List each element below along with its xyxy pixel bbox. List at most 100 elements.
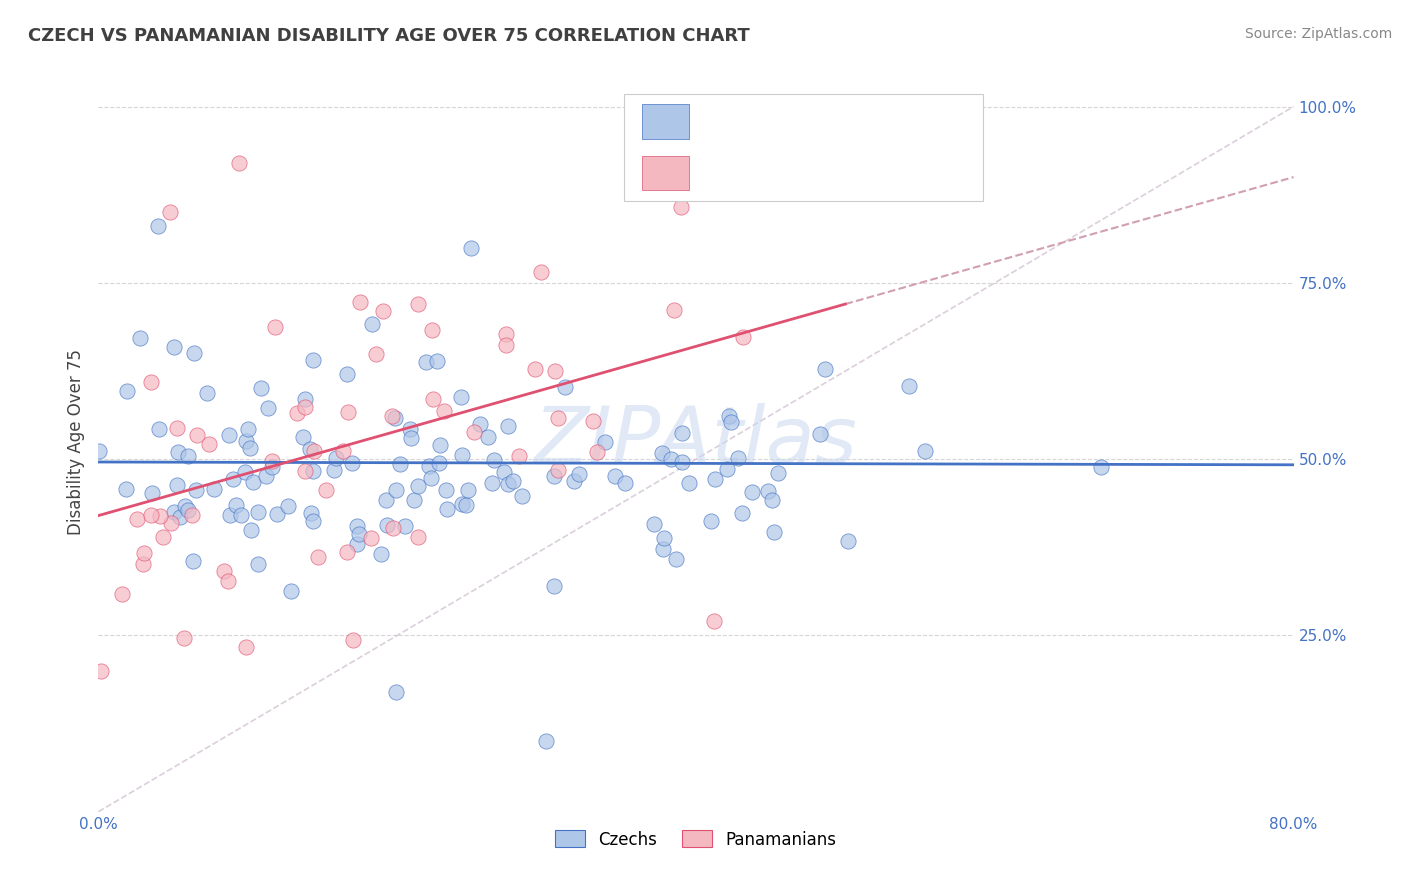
- Point: [236, 422, 259, 436]
- Point: [388, 457, 411, 471]
- Point: [332, 443, 354, 458]
- Point: [385, 685, 408, 699]
- Point: [468, 417, 491, 431]
- Point: [731, 330, 754, 344]
- Point: [482, 452, 505, 467]
- Point: [291, 430, 314, 444]
- Point: [180, 508, 202, 523]
- Point: [336, 405, 359, 419]
- Point: [231, 508, 253, 522]
- Point: [294, 464, 316, 478]
- Point: [731, 506, 754, 520]
- Point: [132, 546, 155, 560]
- Point: [148, 421, 170, 435]
- Text: Source: ZipAtlas.com: Source: ZipAtlas.com: [1244, 27, 1392, 41]
- Point: [242, 475, 264, 489]
- Point: [662, 303, 685, 318]
- Point: [766, 466, 789, 480]
- Point: [141, 485, 163, 500]
- Point: [523, 362, 546, 376]
- Point: [141, 376, 163, 390]
- Point: [385, 483, 408, 498]
- Point: [492, 465, 515, 479]
- Point: [420, 471, 443, 485]
- Point: [450, 390, 472, 404]
- Point: [163, 505, 186, 519]
- Point: [761, 492, 783, 507]
- Point: [322, 463, 344, 477]
- Point: [399, 431, 422, 445]
- Point: [898, 379, 921, 393]
- Point: [373, 304, 395, 318]
- Point: [260, 453, 283, 467]
- Point: [536, 734, 558, 748]
- Point: [568, 467, 591, 481]
- Point: [406, 479, 429, 493]
- Point: [139, 508, 162, 523]
- Point: [481, 475, 503, 490]
- Point: [593, 434, 616, 449]
- Point: [235, 640, 257, 654]
- Point: [643, 517, 665, 532]
- Point: [837, 534, 859, 549]
- Point: [420, 323, 443, 337]
- Point: [426, 353, 449, 368]
- Point: [235, 466, 257, 480]
- Point: [366, 347, 388, 361]
- Point: [727, 450, 749, 465]
- Point: [163, 340, 186, 354]
- Point: [340, 456, 363, 470]
- Point: [460, 241, 482, 255]
- Point: [336, 545, 359, 559]
- Point: [177, 450, 200, 464]
- Point: [508, 449, 530, 463]
- Point: [375, 518, 398, 533]
- Point: [703, 615, 725, 629]
- Point: [277, 499, 299, 513]
- Point: [247, 505, 270, 519]
- Point: [562, 474, 585, 488]
- Point: [347, 527, 370, 541]
- Point: [495, 338, 517, 352]
- Point: [219, 508, 242, 523]
- Point: [266, 508, 288, 522]
- Point: [285, 406, 308, 420]
- Point: [544, 364, 567, 378]
- Point: [543, 468, 565, 483]
- Point: [239, 523, 262, 537]
- Point: [173, 499, 195, 513]
- Y-axis label: Disability Age Over 75: Disability Age Over 75: [66, 349, 84, 534]
- Point: [427, 456, 450, 470]
- Point: [360, 317, 382, 331]
- Point: [399, 422, 422, 436]
- Point: [342, 633, 364, 648]
- Point: [148, 508, 170, 523]
- Point: [547, 411, 569, 425]
- Point: [384, 410, 406, 425]
- Point: [415, 355, 437, 369]
- Point: [603, 469, 626, 483]
- Point: [169, 510, 191, 524]
- Point: [457, 483, 479, 497]
- Point: [582, 414, 605, 428]
- Point: [239, 441, 262, 455]
- Point: [586, 445, 609, 459]
- Point: [381, 409, 404, 423]
- Point: [89, 443, 111, 458]
- Point: [436, 502, 458, 516]
- Point: [741, 484, 763, 499]
- Point: [477, 430, 499, 444]
- Point: [678, 476, 700, 491]
- Point: [510, 489, 533, 503]
- Point: [495, 326, 517, 341]
- Legend: Czechs, Panamanians: Czechs, Panamanians: [548, 823, 844, 855]
- Point: [381, 521, 404, 535]
- Point: [652, 542, 675, 557]
- Point: [325, 451, 347, 466]
- Point: [451, 448, 474, 462]
- Point: [659, 452, 682, 467]
- Point: [456, 498, 478, 512]
- Point: [246, 557, 269, 571]
- Point: [360, 532, 382, 546]
- Point: [299, 507, 322, 521]
